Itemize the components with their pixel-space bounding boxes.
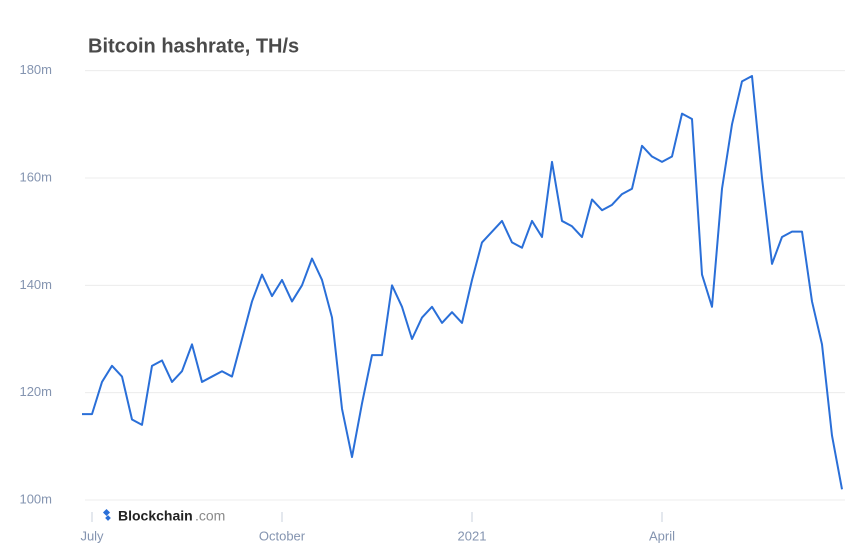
- x-tick-label: July: [80, 528, 104, 543]
- watermark: Blockchain .com: [102, 508, 225, 524]
- y-tick-label: 140m: [19, 277, 52, 292]
- logo: [105, 515, 111, 521]
- y-tick-label: 120m: [19, 384, 52, 399]
- y-tick-label: 160m: [19, 169, 52, 184]
- x-tick-label: April: [649, 528, 675, 543]
- chart-title: Bitcoin hashrate, TH/s: [88, 35, 299, 57]
- y-tick-label: 100m: [19, 491, 52, 506]
- x-tick-label: 2021: [458, 528, 487, 543]
- logo: [102, 508, 111, 517]
- source-suffix: .com: [195, 508, 225, 524]
- y-tick-label: 180m: [19, 62, 52, 77]
- data-line: [82, 75, 843, 490]
- source-name: Blockchain: [118, 508, 193, 524]
- x-tick-label: October: [259, 528, 306, 543]
